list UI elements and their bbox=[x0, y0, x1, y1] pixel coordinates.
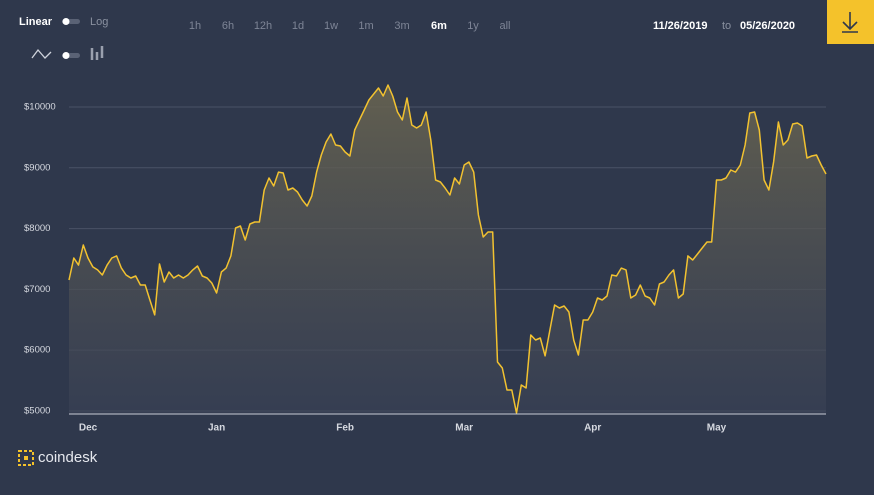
area bbox=[69, 85, 826, 414]
x-tick-label: Apr bbox=[584, 423, 601, 434]
line-icon[interactable] bbox=[31, 48, 52, 59]
range-button[interactable]: 12h bbox=[254, 20, 272, 32]
candle-icon[interactable] bbox=[90, 46, 104, 60]
date-from[interactable]: 11/26/2019 bbox=[653, 20, 707, 32]
range-button[interactable]: 1y bbox=[467, 20, 479, 32]
scale-option[interactable]: Linear bbox=[19, 16, 53, 28]
range-button[interactable]: 6h bbox=[222, 20, 234, 32]
line bbox=[68, 84, 827, 414]
download-icon bbox=[842, 12, 858, 33]
y-tick-label: $8000 bbox=[24, 223, 50, 234]
date-to[interactable]: 05/26/2020 bbox=[740, 20, 795, 32]
x-tick-label: Mar bbox=[455, 423, 473, 434]
y-tick-label: $10000 bbox=[24, 102, 56, 113]
y-tick-label: $6000 bbox=[24, 345, 50, 356]
x-tick-label: Feb bbox=[336, 423, 354, 434]
toggle-knob bbox=[62, 18, 70, 25]
brand: coindesk bbox=[38, 449, 98, 466]
range-button[interactable]: 1h bbox=[189, 20, 201, 32]
y-tick-label: $7000 bbox=[24, 284, 50, 295]
range-button[interactable]: 1d bbox=[292, 20, 304, 32]
range-button[interactable]: all bbox=[499, 20, 510, 32]
range-button[interactable]: 1m bbox=[358, 20, 373, 32]
y-tick-label: $5000 bbox=[24, 405, 50, 416]
x-tick-label: May bbox=[707, 423, 727, 434]
y-tick-label: $9000 bbox=[24, 162, 50, 173]
date-sep: to bbox=[722, 20, 731, 32]
range-button[interactable]: 3m bbox=[394, 20, 409, 32]
range-button[interactable]: 1w bbox=[324, 20, 338, 32]
range-button[interactable]: 6m bbox=[431, 20, 447, 32]
toggle-knob bbox=[62, 52, 70, 59]
x-tick-label: Dec bbox=[79, 423, 98, 434]
x-tick-label: Jan bbox=[208, 423, 225, 434]
brand-logo bbox=[18, 450, 34, 466]
scale-option[interactable]: Log bbox=[90, 16, 108, 28]
